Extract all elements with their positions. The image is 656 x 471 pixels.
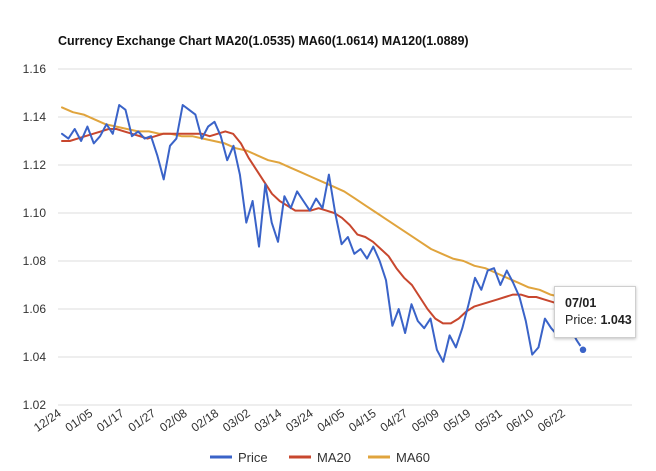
- x-tick-label: 05/19: [441, 406, 474, 435]
- legend: Price MA20 MA60: [210, 450, 430, 465]
- tooltip-date: 07/01: [565, 296, 597, 310]
- legend-label: MA60: [396, 450, 430, 465]
- x-tick-label: 02/08: [157, 406, 190, 435]
- x-tick-label: 06/22: [535, 406, 568, 435]
- x-tick-label: 02/18: [189, 406, 222, 435]
- x-axis-ticks: 12/2401/0501/1701/2702/0802/1803/0203/14…: [31, 406, 568, 435]
- y-tick-label: 1.16: [23, 62, 47, 76]
- x-tick-label: 05/09: [409, 406, 442, 435]
- x-tick-label: 01/05: [63, 406, 96, 435]
- highlighted-point[interactable]: [578, 345, 588, 355]
- series-line-ma20: [61, 128, 584, 325]
- y-tick-label: 1.02: [23, 398, 47, 412]
- x-tick-label: 04/05: [315, 406, 348, 435]
- series-line-price: [61, 104, 584, 363]
- x-tick-label: 01/17: [94, 406, 127, 435]
- y-axis-ticks: 1.02 1.04 1.06 1.08 1.10 1.12 1.14 1.16: [23, 62, 47, 412]
- legend-label: Price: [238, 450, 268, 465]
- y-tick-label: 1.04: [23, 350, 47, 364]
- series-layer: [61, 104, 588, 363]
- grid-layer: [58, 68, 632, 406]
- x-tick-label: 03/02: [220, 406, 253, 435]
- y-tick-label: 1.12: [23, 158, 47, 172]
- x-tick-label: 06/10: [504, 406, 537, 435]
- tooltip-value: 1.043: [600, 313, 632, 327]
- x-tick-label: 03/24: [283, 406, 316, 435]
- x-tick-label: 03/14: [252, 406, 285, 435]
- x-tick-label: 01/27: [126, 406, 159, 435]
- x-tick-label: 05/31: [472, 406, 505, 435]
- y-tick-label: 1.06: [23, 302, 47, 316]
- x-tick-label: 04/27: [378, 406, 411, 435]
- y-tick-label: 1.08: [23, 254, 47, 268]
- data-tooltip: 07/01 Price: 1.043: [554, 286, 636, 338]
- legend-label: MA20: [317, 450, 351, 465]
- y-tick-label: 1.10: [23, 206, 47, 220]
- x-tick-label: 04/15: [346, 406, 379, 435]
- chart-title: Currency Exchange Chart MA20(1.0535) MA6…: [58, 34, 469, 48]
- tooltip-label: Price:: [565, 313, 597, 327]
- y-tick-label: 1.14: [23, 110, 47, 124]
